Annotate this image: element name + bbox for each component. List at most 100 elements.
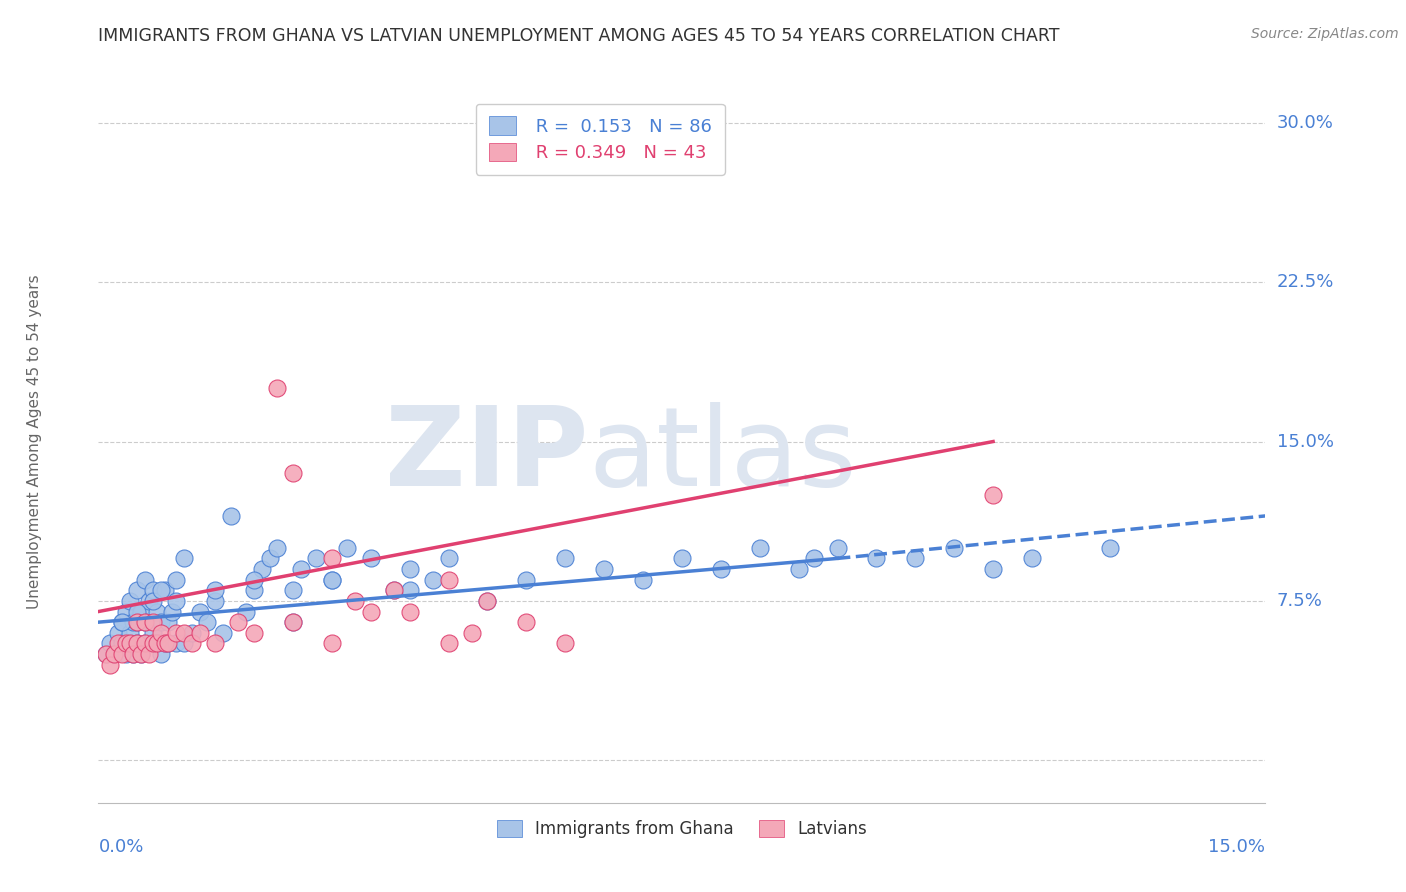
Point [290,562,312,576]
Point [173,625,195,640]
Text: 15.0%: 15.0% [1208,838,1265,855]
Point [122,647,145,661]
Point [107,625,129,640]
Point [173,551,195,566]
Point [98,657,121,672]
Point [111,647,134,661]
Point [127,636,149,650]
Point [103,647,125,661]
Point [98,636,121,650]
Point [134,573,156,587]
Point [787,562,810,576]
Point [344,594,367,608]
Point [149,625,172,640]
Point [142,615,165,630]
Point [281,467,304,481]
Point [153,636,176,650]
Point [554,551,576,566]
Point [111,615,134,630]
Legend: Immigrants from Ghana, Latvians: Immigrants from Ghana, Latvians [491,814,873,845]
Point [1021,551,1043,566]
Point [398,605,420,619]
Point [593,562,616,576]
Point [266,381,288,395]
Point [827,541,849,555]
Text: 30.0%: 30.0% [1277,114,1333,132]
Text: 15.0%: 15.0% [1277,433,1333,450]
Point [107,636,129,650]
Point [180,636,202,650]
Point [149,615,172,630]
Point [250,562,273,576]
Point [943,541,966,555]
Point [803,551,825,566]
Point [134,636,156,650]
Point [321,636,343,650]
Point [165,594,187,608]
Point [281,615,304,630]
Point [142,594,165,608]
Point [157,636,180,650]
Point [146,605,169,619]
Point [114,605,136,619]
Text: Unemployment Among Ages 45 to 54 years: Unemployment Among Ages 45 to 54 years [27,274,42,609]
Point [336,541,359,555]
Point [281,615,304,630]
Point [243,625,266,640]
Point [360,551,382,566]
Point [204,583,226,598]
Text: atlas: atlas [589,402,858,509]
Point [96,647,118,661]
Point [114,647,136,661]
Point [398,562,420,576]
Point [138,594,160,608]
Point [437,636,460,650]
Point [382,583,405,598]
Point [259,551,281,566]
Point [422,573,444,587]
Point [149,583,172,598]
Point [142,636,165,650]
Point [865,551,887,566]
Point [631,573,654,587]
Point [212,625,235,640]
Point [477,594,499,608]
Point [127,583,149,598]
Point [243,583,266,598]
Point [235,605,257,619]
Point [118,594,141,608]
Point [138,636,160,650]
Point [146,636,169,650]
Point [129,605,152,619]
Point [111,636,134,650]
Point [149,647,172,661]
Text: IMMIGRANTS FROM GHANA VS LATVIAN UNEMPLOYMENT AMONG AGES 45 TO 54 YEARS CORRELAT: IMMIGRANTS FROM GHANA VS LATVIAN UNEMPLO… [98,27,1060,45]
Point [153,636,176,650]
Point [188,625,211,640]
Point [1098,541,1121,555]
Point [228,615,250,630]
Point [671,551,693,566]
Point [321,573,343,587]
Text: 22.5%: 22.5% [1277,273,1334,291]
Point [103,647,125,661]
Point [127,605,149,619]
Text: Source: ZipAtlas.com: Source: ZipAtlas.com [1251,27,1399,41]
Point [127,636,149,650]
Point [981,488,1004,502]
Point [142,625,165,640]
Point [134,636,156,650]
Point [461,625,484,640]
Point [710,562,733,576]
Point [162,605,184,619]
Point [122,647,145,661]
Point [305,551,328,566]
Point [129,647,152,661]
Point [127,615,149,630]
Point [382,583,405,598]
Point [243,573,266,587]
Point [118,636,141,650]
Point [134,615,156,630]
Point [904,551,927,566]
Point [554,636,576,650]
